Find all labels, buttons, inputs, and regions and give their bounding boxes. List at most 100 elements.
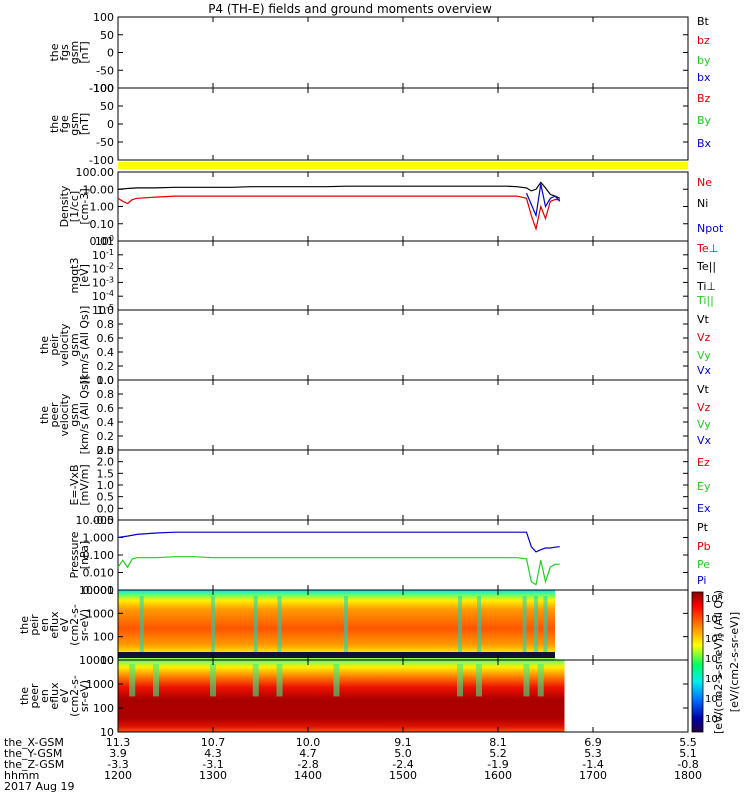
y-axis-label: the — [38, 406, 51, 424]
y-axis-label: sr-eV) — [78, 609, 91, 641]
series-density-Ne — [117, 195, 560, 232]
y-tick-label: 0.6 — [97, 402, 115, 415]
y-tick-label: 10 — [100, 726, 114, 739]
time-row-value: -2.4 — [392, 758, 413, 771]
legend-fgs-0: Bt — [697, 15, 710, 28]
spectrogram-feature — [211, 596, 215, 652]
panel-frame — [117, 449, 689, 521]
spectrogram-feature — [537, 664, 544, 697]
y-tick-label: 10-1 — [92, 248, 114, 262]
y-axis-label: [km/s (All Qs)] — [78, 376, 91, 455]
y-axis-label: [mV/m] — [78, 464, 91, 505]
y-axis-label: velocity — [58, 393, 71, 436]
panel-peer_velocity: 1.00.80.60.40.20.0thepeervelocitygsm[km/… — [38, 374, 712, 457]
spectrogram-feature — [129, 664, 136, 697]
y-axis-label: Density — [58, 185, 71, 227]
y-tick-label: 1.000 — [83, 532, 115, 545]
spectrogram-feature — [252, 664, 259, 697]
y-tick-label: 100 — [93, 702, 114, 715]
y-axis-label: peir — [28, 614, 41, 636]
y-axis-label: sr-eV) — [78, 680, 91, 712]
time-row-value: -0.8 — [677, 758, 698, 771]
legend-peer_velocity-2: Vy — [697, 418, 711, 431]
y-tick-label: 10-4 — [92, 289, 114, 303]
time-row-value: 1400 — [294, 769, 322, 782]
y-tick-label: 0.01 — [90, 235, 115, 248]
legend-mgqt3-2: Ti⊥ — [696, 280, 716, 293]
time-row-value: -2.8 — [297, 758, 318, 771]
y-axis-label: gsm — [68, 333, 81, 356]
y-axis-label: peir — [48, 334, 61, 356]
y-axis-label: gsm — [68, 41, 81, 64]
spectrogram-feature — [344, 596, 348, 652]
time-row-label: the_Z-GSM — [4, 758, 64, 771]
time-row-value: 5.3 — [584, 747, 602, 760]
spectrogram-feature — [333, 664, 340, 697]
y-axis-label: the — [18, 687, 31, 705]
panel-frame — [117, 87, 689, 161]
y-axis-label: [cm-3] — [78, 188, 91, 224]
y-axis-label: eV — [58, 617, 71, 632]
panel-frame — [117, 379, 689, 451]
y-axis-label: peer — [48, 402, 61, 428]
y-tick-label: 100 — [93, 631, 114, 644]
legend-fgs-2: by — [697, 54, 711, 67]
colorbar-label-back: [eV/(cm2-s-sr-eV)] — [728, 612, 741, 712]
panel-frame — [117, 309, 689, 381]
y-axis-label: fge — [58, 115, 71, 133]
spectrogram-feature — [253, 596, 258, 652]
panel-peir_velocity: 1.00.80.60.40.20.0thepeirvelocitygsm[km/… — [38, 304, 712, 387]
y-tick-label: 0.8 — [97, 318, 115, 331]
spectrogram-feature — [476, 664, 482, 697]
time-row-value: 8.1 — [489, 736, 507, 749]
y-tick-label: 1.0 — [97, 374, 115, 387]
time-row-value: 1800 — [674, 769, 702, 782]
y-axis-label: the — [48, 115, 61, 133]
time-row-value: -3.3 — [107, 758, 128, 771]
legend-efield-2: Ex — [697, 502, 711, 515]
legend-peir_velocity-1: Vz — [697, 331, 711, 344]
y-tick-label: 0.2 — [97, 360, 115, 373]
y-axis-label: [nPa] — [78, 541, 91, 569]
colorbar-tick-label: 102 — [705, 712, 722, 725]
y-tick-label: 0.5 — [97, 491, 115, 504]
y-tick-label: 10-2 — [92, 262, 114, 276]
legend-peer_velocity-3: Vx — [697, 434, 712, 447]
colorbar-tick-label: 107 — [705, 612, 722, 625]
time-row-value: 5.1 — [679, 747, 697, 760]
time-row-value: 6.9 — [584, 736, 602, 749]
y-tick-label: 0.4 — [97, 346, 115, 359]
y-tick-label: 0 — [107, 47, 114, 60]
time-row-value: -1.4 — [582, 758, 603, 771]
time-row-value: 4.7 — [299, 747, 317, 760]
y-tick-label: 1.0 — [97, 479, 115, 492]
time-row-value: 5.2 — [489, 747, 507, 760]
y-tick-label: -0.5 — [93, 514, 114, 527]
legend-pressure-0: Pt — [697, 521, 709, 534]
spectrogram-feature — [153, 664, 159, 697]
time-row-value: 5.0 — [394, 747, 412, 760]
legend-pressure-2: Pe — [697, 558, 710, 571]
y-axis-label: gsm — [68, 112, 81, 135]
spectrogram-feature — [139, 596, 144, 652]
y-axis-label: mgqt3 — [68, 258, 81, 294]
spectrogram-feature — [522, 596, 527, 652]
y-tick-label: 1.00 — [90, 201, 115, 214]
panel-frame — [117, 240, 689, 311]
legend-fge-1: By — [697, 114, 712, 127]
y-axis-label: gsm — [68, 403, 81, 426]
colorbar-tick-label: 106 — [705, 632, 723, 645]
colorbar-tick-label: 105 — [705, 652, 722, 665]
y-tick-label: 0.10 — [90, 218, 115, 231]
y-tick-label: -100 — [89, 82, 114, 95]
y-axis-label: [eV] — [78, 264, 91, 287]
y-axis-label: eflux — [48, 682, 61, 710]
y-axis-label: the — [48, 43, 61, 61]
series-density-Npot — [525, 183, 561, 218]
y-tick-label: 10000 — [79, 654, 114, 667]
time-row-value: 10.0 — [296, 736, 321, 749]
y-tick-label: 1000 — [86, 678, 114, 691]
